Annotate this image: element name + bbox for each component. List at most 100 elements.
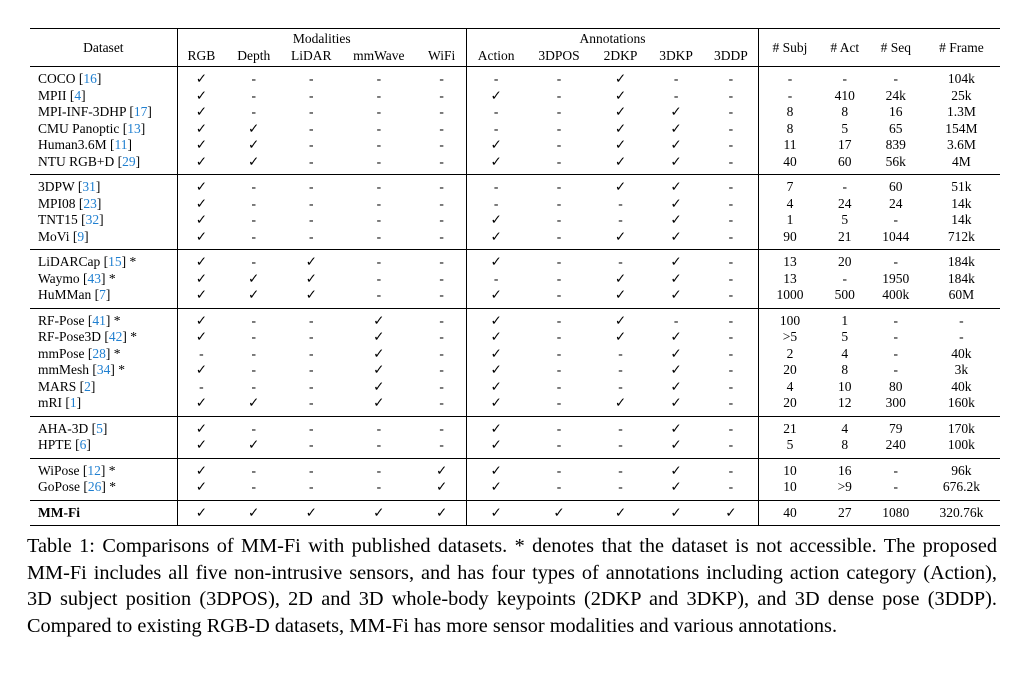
dataset-name: MoVi [9]	[30, 228, 178, 250]
table-cell: ✓	[340, 307, 418, 329]
table-cell: ✓	[417, 479, 467, 500]
table-cell: ✓	[177, 249, 226, 271]
table-cell: 51k	[922, 174, 1000, 196]
table-cell: 11	[783, 137, 797, 152]
table-cell: -	[703, 437, 760, 458]
table-cell: ✓	[614, 153, 627, 169]
table-cell: 4	[786, 378, 794, 394]
table-cell: ✓	[614, 287, 627, 302]
table-cell: -	[251, 378, 256, 394]
table-cell: -	[417, 195, 467, 212]
table-cell: -	[417, 228, 467, 250]
dataset-name: MARS [2]	[30, 378, 178, 395]
table-row: MPII [4] ✓ - - - - ✓ - ✓ - - - 410 24k 25k	[30, 87, 1000, 104]
table-cell: -	[592, 415, 649, 437]
table-cell: -	[309, 437, 314, 452]
table-cell: -	[417, 104, 467, 121]
table-cell: -	[703, 87, 760, 104]
table-cell: 40k	[951, 378, 972, 394]
table-cell: ✓	[305, 287, 317, 302]
table-cell: 240	[885, 437, 906, 452]
table-cell: ✓	[592, 174, 649, 196]
table-cell: -	[787, 71, 793, 86]
dataset-name: RF-Pose [41] *	[30, 307, 178, 329]
table-row: RF-Pose3D [42] * ✓ - - ✓ - ✓ - ✓ ✓ - >5 5 - -	[30, 329, 1000, 346]
table-cell: -	[309, 345, 314, 361]
table-cell: -	[893, 479, 899, 494]
table-row: mmMesh [34] * ✓ - - ✓ - ✓ - - ✓ - 20 8 - 3k	[30, 362, 1000, 379]
table-cell: -	[703, 270, 760, 287]
table-cell: ✓	[248, 137, 260, 152]
column-header: 3DKP	[659, 47, 693, 63]
table-cell: -	[225, 415, 283, 437]
table-cell: ✓	[614, 104, 627, 119]
table-cell: ✓	[614, 87, 627, 103]
table-cell: -	[556, 104, 562, 119]
table-cell: ✓	[490, 395, 502, 410]
table-cell: -	[893, 212, 899, 227]
table-cell: -	[556, 137, 562, 152]
table-cell: -	[618, 479, 623, 494]
table-cell: -	[618, 378, 623, 394]
table-cell: -	[673, 87, 679, 103]
table-cell: ✓	[670, 270, 682, 286]
table-cell: 1000	[776, 287, 804, 302]
table-cell: ✓	[417, 457, 467, 479]
table-cell: 3.6M	[946, 137, 976, 152]
table-cell: ✓	[373, 395, 385, 410]
table-cell: ✓	[195, 329, 208, 344]
table-cell: 20	[783, 395, 797, 410]
table-cell: ✓	[490, 287, 502, 302]
table-cell: 16	[889, 104, 903, 119]
table-row: GoPose [26] * ✓ - - - ✓ ✓ - - ✓ - 10 >9 - 676.2k	[30, 479, 1000, 500]
column-header: # Act	[820, 28, 869, 67]
table-cell: 8	[841, 437, 849, 452]
table-cell: -	[309, 153, 314, 169]
table-cell: -	[493, 270, 499, 286]
table-cell: -	[703, 395, 760, 416]
table-cell: 27	[820, 499, 869, 526]
table-cell: 4	[841, 345, 849, 361]
column-header: Action	[477, 47, 515, 63]
table-cell: -	[309, 212, 314, 227]
table-cell: -	[309, 195, 314, 211]
table-cell: -	[225, 249, 283, 271]
group-header: Modalities	[177, 28, 467, 48]
table-cell: -	[309, 104, 314, 119]
table-cell: -	[251, 195, 256, 211]
table-cell: -	[376, 120, 382, 136]
table-cell: 7	[758, 174, 821, 196]
dataset-name: mmPose [28] *	[30, 345, 178, 362]
dataset-name: GoPose [26] *	[30, 479, 178, 500]
table-cell: 10	[838, 378, 852, 394]
table-wrap: Dataset Modalities Annotations # Subj # Act #…	[30, 28, 1000, 526]
table-row: MPI-INF-3DHP [17] ✓ - - - - - - ✓ ✓ - 8 8 16 1.3M	[30, 104, 1000, 121]
table-cell: -	[493, 104, 499, 119]
table-cell: 14k	[951, 212, 972, 227]
table-cell: 17	[838, 137, 852, 152]
table-cell: ✓	[670, 195, 682, 211]
table-cell: 96k	[922, 457, 1000, 479]
table-cell: -	[282, 174, 341, 196]
table-cell: -	[618, 437, 623, 452]
table-cell: -	[703, 104, 760, 121]
table-cell: -	[417, 378, 467, 395]
column-header: WiFi	[417, 47, 467, 67]
table-cell: 5	[841, 212, 849, 227]
table-cell: -	[556, 479, 562, 494]
table-cell: ✓	[195, 87, 208, 103]
table-cell: -	[251, 329, 256, 344]
table-cell: -	[842, 270, 848, 286]
table-cell: ✓	[490, 228, 502, 244]
table-cell: 10	[783, 479, 797, 494]
table-row: mmPose [28] * - - - ✓ - ✓ - - ✓ - 2 4 - 40k	[30, 345, 1000, 362]
table-cell: 60M	[948, 287, 975, 302]
table-cell: ✓	[490, 329, 502, 344]
table-cell: ✓	[670, 212, 682, 227]
table-cell: -	[340, 174, 418, 196]
table-cell: -	[703, 307, 760, 329]
dataset-name: mRI [1]	[30, 395, 178, 416]
table-cell: -	[525, 457, 593, 479]
table-cell: 4M	[952, 153, 971, 169]
